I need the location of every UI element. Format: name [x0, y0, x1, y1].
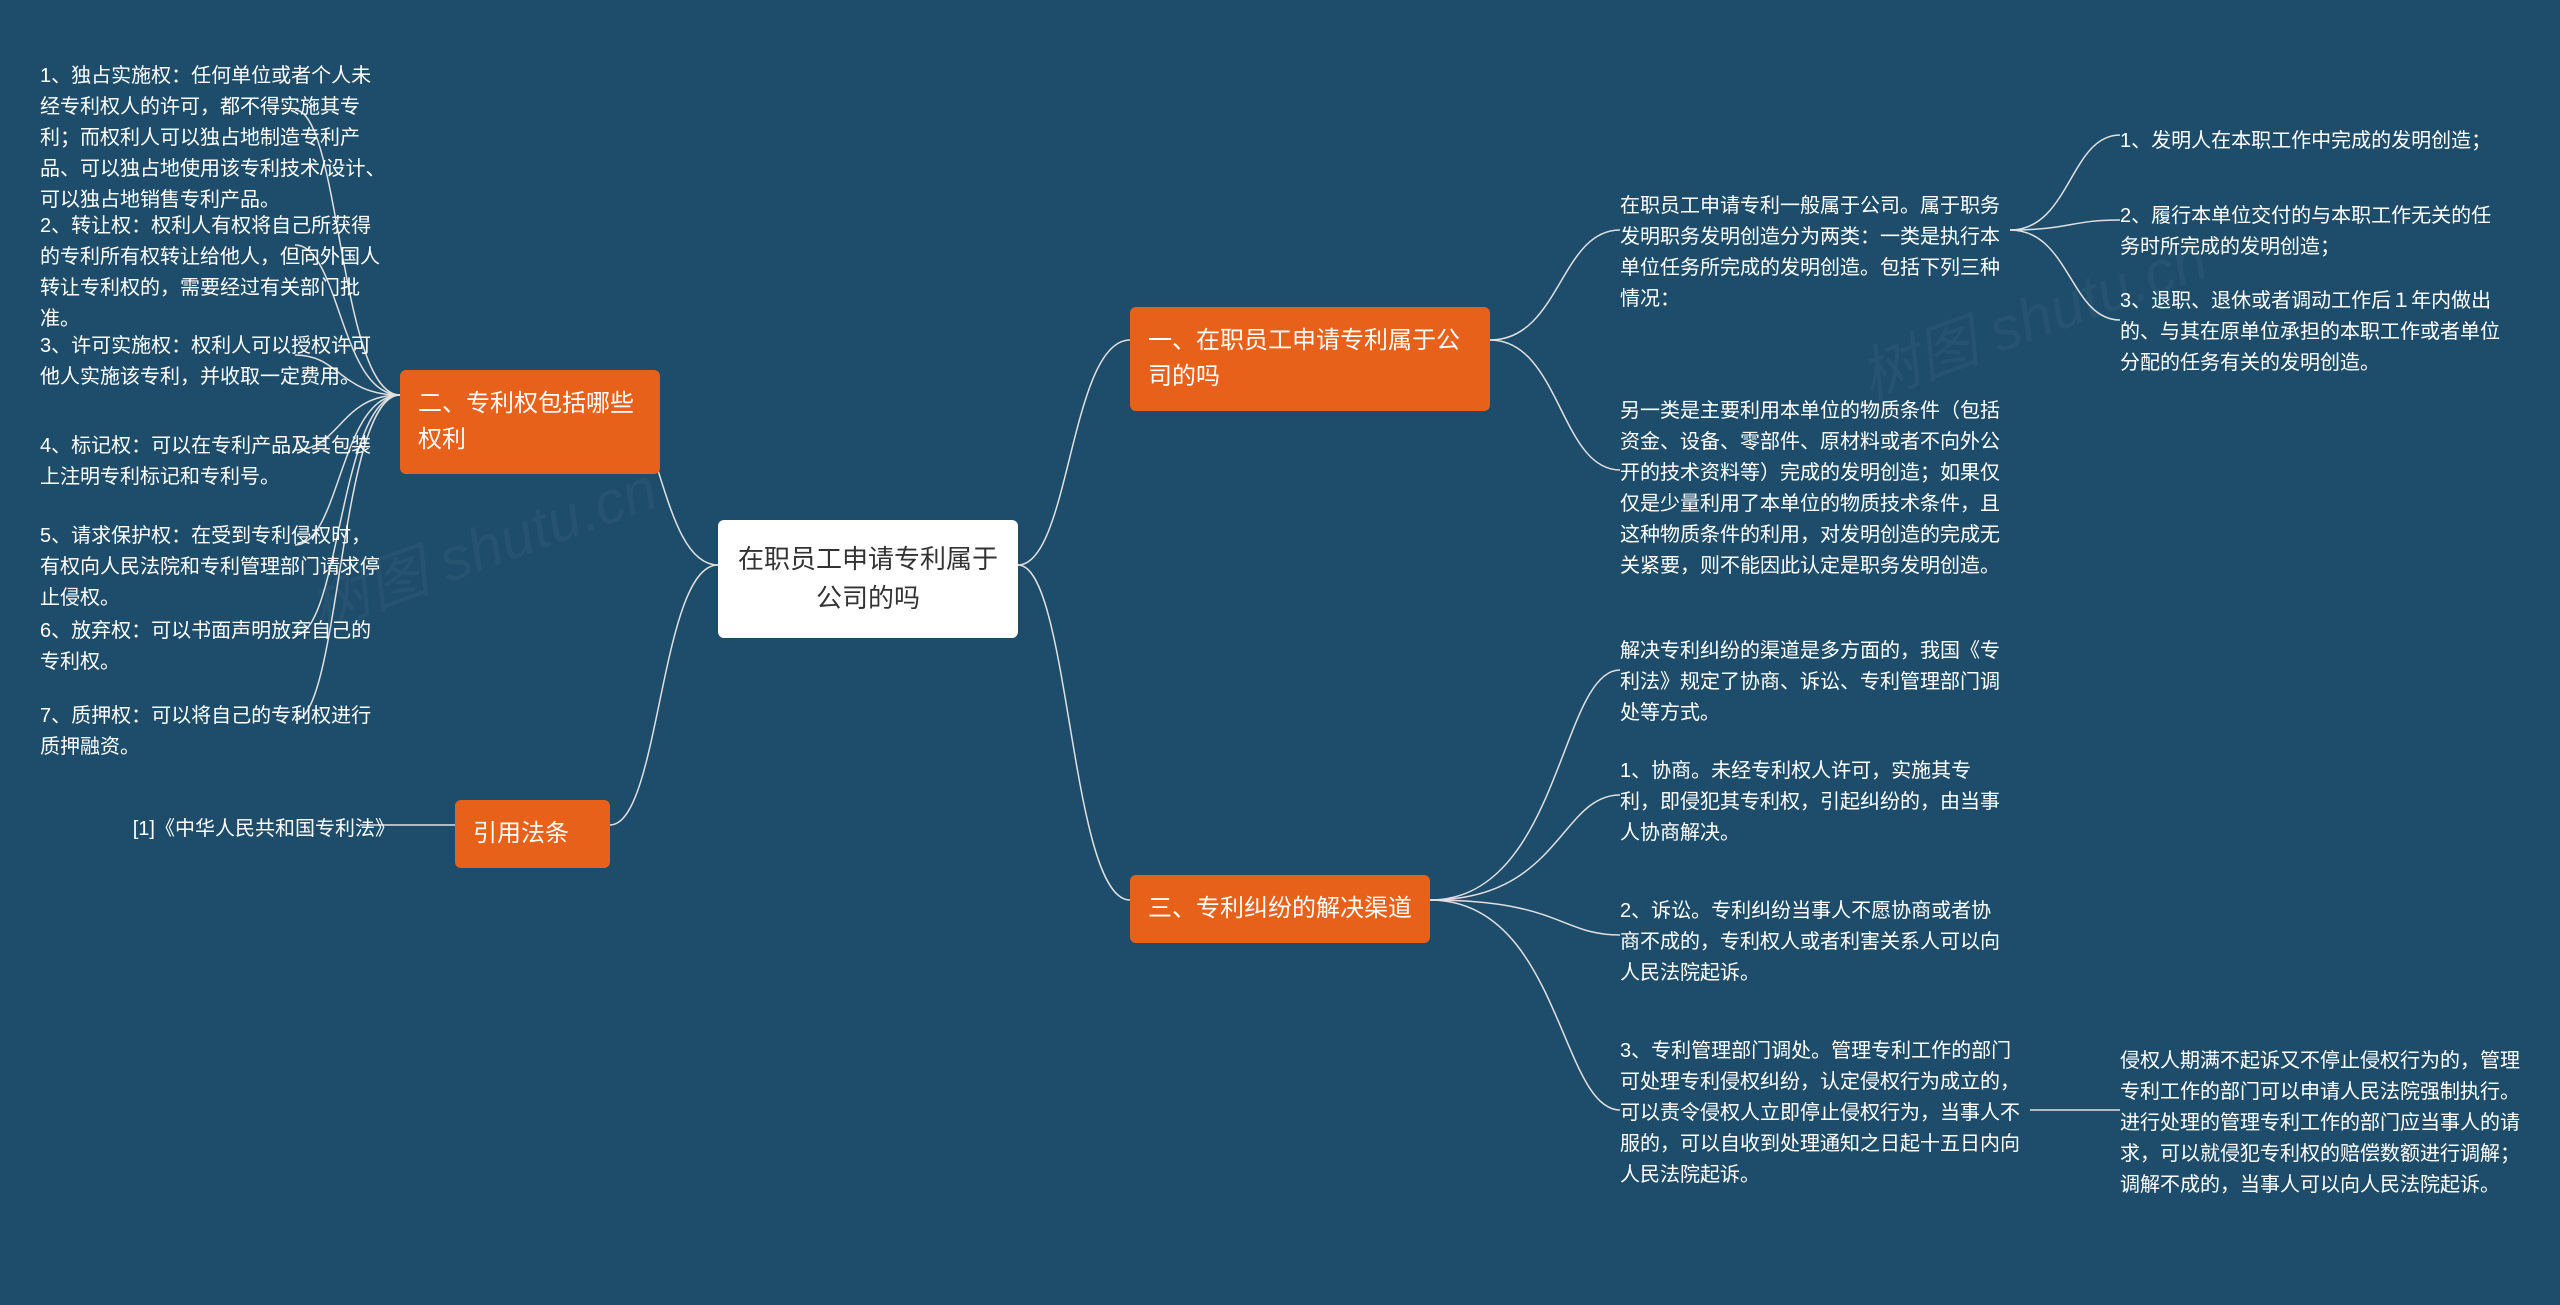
b3-n1: 解决专利纠纷的渠道是多方面的，我国《专利法》规定了协商、诉讼、专利管理部门调处等… — [1620, 630, 2010, 735]
b2-n1: 1、独占实施权：任何单位或者个人未经专利权人的许可，都不得实施其专利；而权利人可… — [40, 55, 390, 222]
branch-3: 三、专利纠纷的解决渠道 — [1130, 875, 1430, 943]
b2-n7: 7、质押权：可以将自己的专利权进行质押融资。 — [40, 695, 390, 769]
root-node: 在职员工申请专利属于公司的吗 — [718, 520, 1018, 638]
b1-n1-c3: 3、退职、退休或者调动工作后１年内做出的、与其在原单位承担的本职工作或者单位分配… — [2120, 280, 2510, 385]
b3-n3: 2、诉讼。专利纠纷当事人不愿协商或者协商不成的，专利权人或者利害关系人可以向人民… — [1620, 890, 2010, 995]
b1-n1-c2: 2、履行本单位交付的与本职工作无关的任务时所完成的发明创造； — [2120, 195, 2510, 269]
b2-n5: 5、请求保护权：在受到专利侵权时，有权向人民法院和专利管理部门请求停止侵权。 — [40, 515, 390, 620]
b4-n1: [1]《中华人民共和国专利法》 — [95, 808, 395, 851]
b1-n2: 另一类是主要利用本单位的物质条件（包括资金、设备、零部件、原材料或者不向外公开的… — [1620, 390, 2010, 588]
branch-2: 二、专利权包括哪些权利 — [400, 370, 660, 474]
branch-4: 引用法条 — [455, 800, 610, 868]
b2-n3: 3、许可实施权：权利人可以授权许可他人实施该专利，并收取一定费用。 — [40, 325, 390, 399]
b3-n2: 1、协商。未经专利权人许可，实施其专利，即侵犯其专利权，引起纠纷的，由当事人协商… — [1620, 750, 2010, 855]
b3-n4-c1: 侵权人期满不起诉又不停止侵权行为的，管理专利工作的部门可以申请人民法院强制执行。… — [2120, 1040, 2520, 1207]
b2-n4: 4、标记权：可以在专利产品及其包装上注明专利标记和专利号。 — [40, 425, 390, 499]
b1-n1: 在职员工申请专利一般属于公司。属于职务发明职务发明创造分为两类：一类是执行本单位… — [1620, 185, 2010, 321]
branch-1: 一、在职员工申请专利属于公司的吗 — [1130, 307, 1490, 411]
b1-n1-c1: 1、发明人在本职工作中完成的发明创造； — [2120, 120, 2510, 163]
b2-n2: 2、转让权：权利人有权将自己所获得的专利所有权转让给他人，但向外国人转让专利权的… — [40, 205, 390, 341]
b3-n4: 3、专利管理部门调处。管理专利工作的部门可处理专利侵权纠纷，认定侵权行为成立的，… — [1620, 1030, 2030, 1197]
b2-n6: 6、放弃权：可以书面声明放弃自己的专利权。 — [40, 610, 390, 684]
